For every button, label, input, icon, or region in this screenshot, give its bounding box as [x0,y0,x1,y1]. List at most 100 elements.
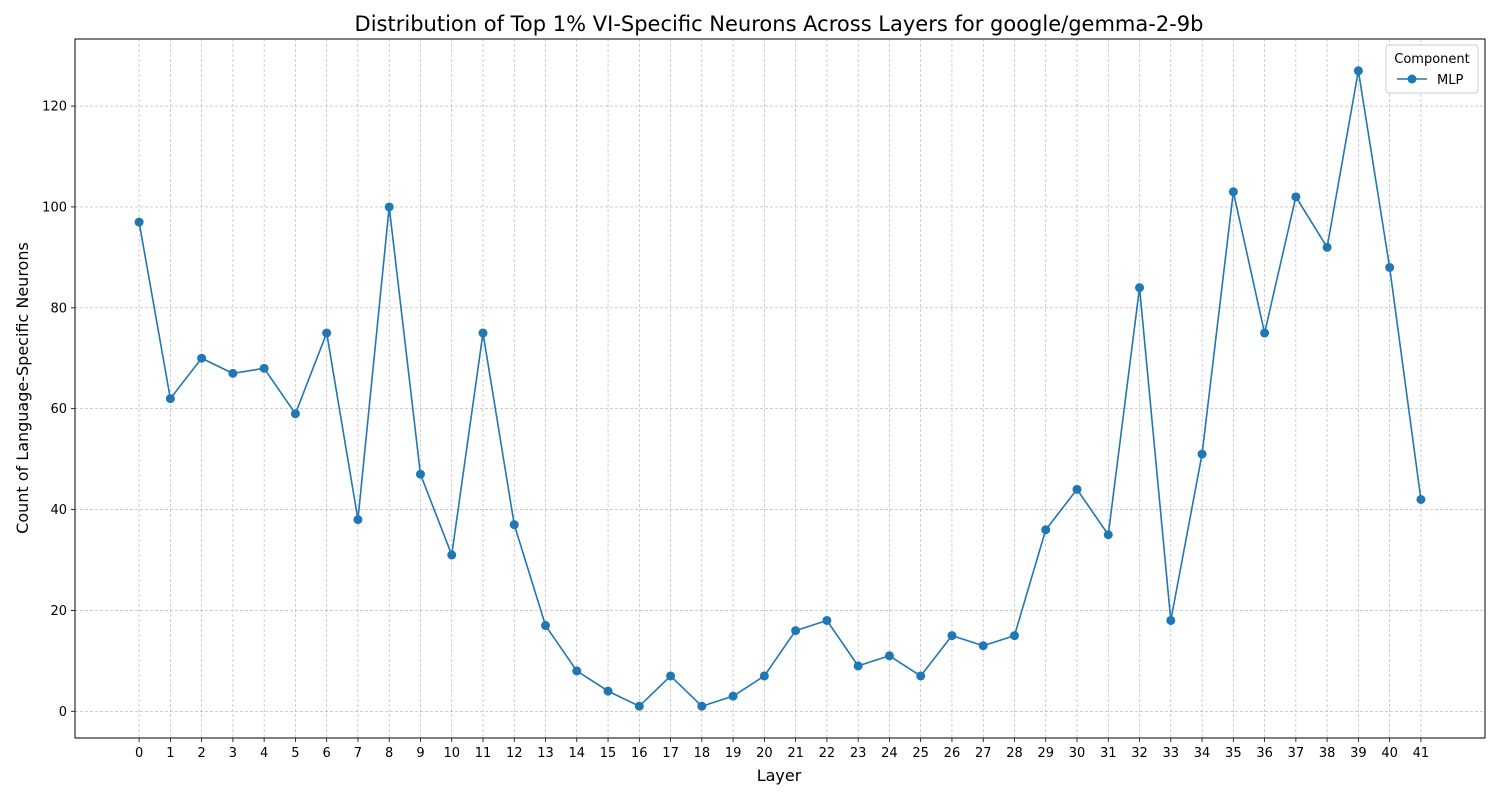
x-tick-label: 32 [1131,746,1148,761]
y-tick-label: 20 [50,604,67,619]
data-point [791,626,801,636]
data-point [603,686,613,696]
x-tick-label: 2 [197,746,205,761]
x-tick-label: 9 [416,746,424,761]
data-point [1041,525,1051,535]
x-tick-label: 6 [323,746,331,761]
x-tick-label: 7 [354,746,362,761]
data-point [1135,283,1145,293]
data-point [822,615,832,625]
x-tick-label: 16 [631,746,648,761]
x-tick-label: 41 [1413,746,1430,761]
data-point [916,671,926,681]
data-point [541,621,551,631]
x-tick-label: 30 [1069,746,1086,761]
x-tick-label: 13 [537,746,554,761]
x-axis-label: Layer [757,766,802,785]
data-point [134,217,144,227]
data-point [1260,328,1270,338]
x-tick-label: 0 [135,746,143,761]
data-point [384,202,394,212]
data-point [415,469,425,479]
x-tick-label: 21 [787,746,804,761]
data-point [666,671,676,681]
x-tick-label: 39 [1350,746,1367,761]
data-point [1103,530,1113,540]
data-point [290,409,300,419]
x-tick-label: 12 [506,746,523,761]
plot-frame [74,38,1486,739]
data-point [1197,449,1207,459]
x-tick-label: 17 [662,746,679,761]
data-point [947,631,957,641]
data-point [853,661,863,671]
x-tick-label: 31 [1100,746,1117,761]
data-point [1385,262,1395,272]
data-point [572,666,582,676]
x-tick-label: 35 [1225,746,1242,761]
data-point [759,671,769,681]
data-point [1353,66,1363,76]
legend: Component MLP [1385,44,1479,94]
marker-layer [134,66,1426,711]
x-tick-label: 29 [1037,746,1054,761]
series-line-mlp [138,69,1422,708]
data-point [322,328,332,338]
series-layer [138,69,1422,708]
x-tick-label: 27 [975,746,992,761]
data-point [447,550,457,560]
data-point [634,701,644,711]
x-tick-label: 37 [1288,746,1305,761]
data-point [884,651,894,661]
data-point [1072,484,1082,494]
x-tick-label: 25 [912,746,929,761]
x-tick-label: 38 [1319,746,1336,761]
y-tick-label: 80 [50,301,67,316]
x-tick-label: 26 [944,746,961,761]
legend-entry-label: MLP [1437,73,1463,88]
data-point [978,641,988,651]
x-tick-label: 10 [443,746,460,761]
data-point [1416,494,1426,504]
x-tick-label: 1 [166,746,174,761]
data-point [1009,631,1019,641]
x-tick-label: 8 [385,746,393,761]
x-tick-label: 23 [850,746,867,761]
data-point [165,394,175,404]
grid-lines [75,39,1485,738]
y-tick-label: 0 [59,705,67,720]
data-point [353,515,363,525]
y-axis-label: Count of Language-Specific Neurons [13,242,32,534]
x-tick-label: 28 [1006,746,1023,761]
data-point [697,701,707,711]
legend-marker-swatch [1407,74,1417,84]
x-tick-label: 3 [229,746,237,761]
data-point [478,328,488,338]
x-tick-label: 15 [600,746,617,761]
x-tick-label: 40 [1381,746,1398,761]
x-tick-label: 18 [694,746,711,761]
x-tick-label: 11 [475,746,492,761]
data-point [1228,187,1238,197]
x-tick-label: 36 [1256,746,1273,761]
data-point [509,520,519,530]
x-tick-label: 19 [725,746,742,761]
x-tick-label: 34 [1194,746,1211,761]
x-axis-ticks: 0 1 2 3 4 5 6 7 8 9 10 11 12 13 14 15 16 17 18 19 20 21 22 23 24… [135,738,1429,761]
x-tick-label: 20 [756,746,773,761]
y-axis-ticks: 0 20 40 60 80 100 120 [42,100,75,720]
data-point [1322,242,1332,252]
x-tick-label: 22 [819,746,836,761]
y-tick-label: 60 [50,402,67,417]
data-point [1166,615,1176,625]
x-tick-label: 4 [260,746,268,761]
y-tick-label: 40 [50,503,67,518]
x-tick-label: 33 [1163,746,1180,761]
x-tick-label: 5 [291,746,299,761]
chart-title: Distribution of Top 1% VI-Specific Neuro… [355,12,1204,36]
y-tick-label: 120 [42,100,67,115]
data-point [259,363,269,373]
data-point [1291,192,1301,202]
